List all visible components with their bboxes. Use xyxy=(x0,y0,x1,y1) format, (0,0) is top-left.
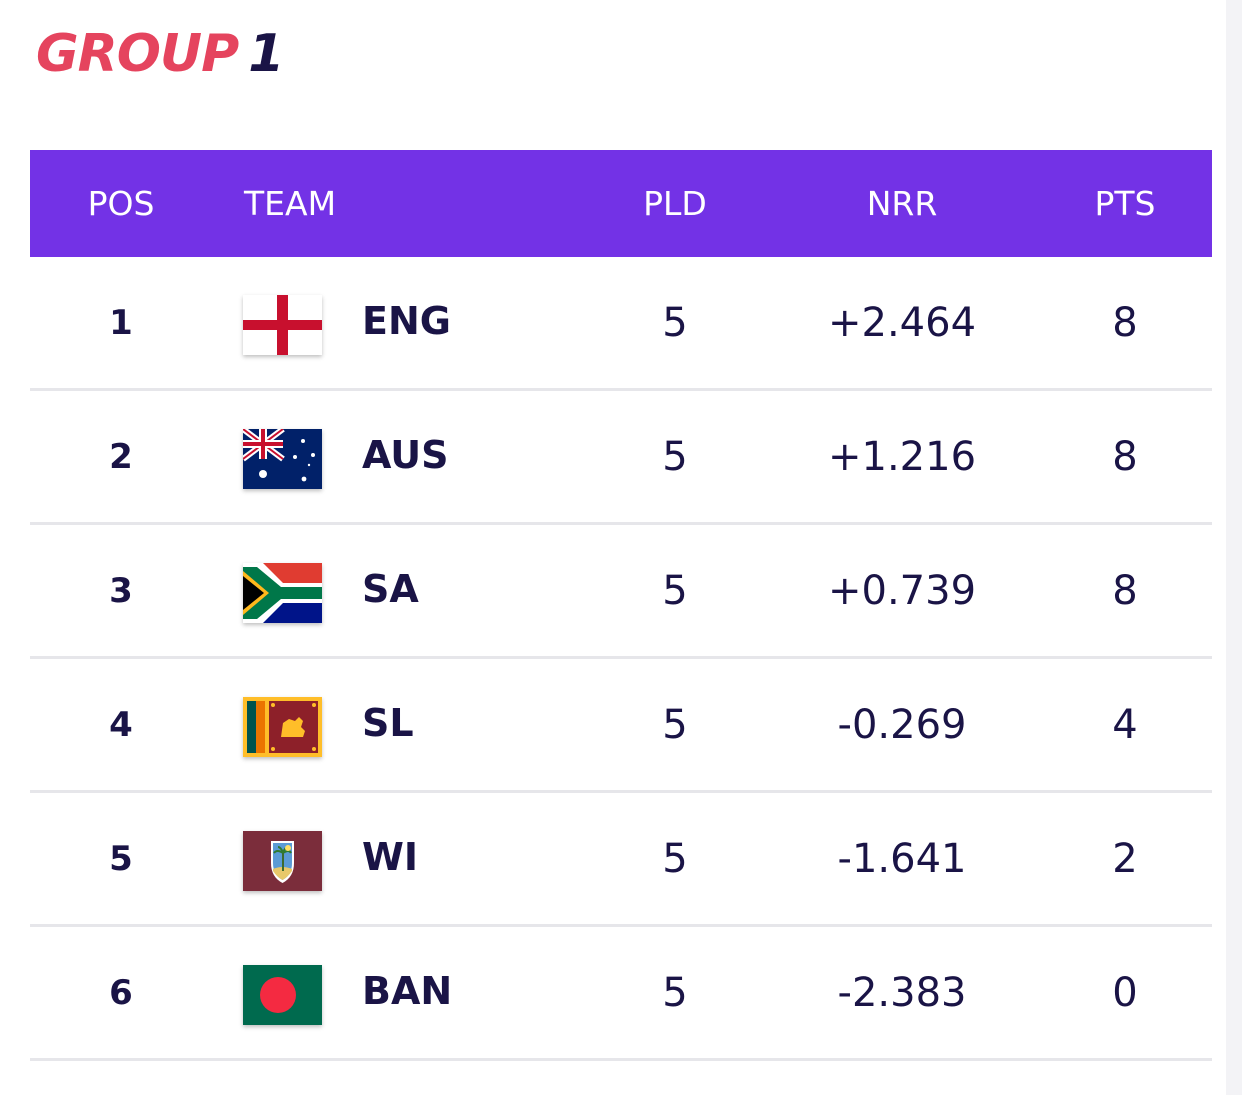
team-abbr[interactable]: WI xyxy=(362,835,419,879)
team-abbr[interactable]: ENG xyxy=(362,299,451,343)
nrr-value: -1.641 xyxy=(837,836,967,882)
group-title-number: 1 xyxy=(248,24,284,84)
points-value: 4 xyxy=(1112,702,1138,748)
nrr-value: -0.269 xyxy=(837,702,967,748)
england-flag-icon xyxy=(243,295,322,355)
bangladesh-flag-icon xyxy=(243,965,322,1025)
points-value: 8 xyxy=(1112,434,1138,480)
standings-table: POS TEAM PLD NRR PTS 1 ENG 5 +2.464 8 2 xyxy=(30,150,1212,1061)
points-value: 0 xyxy=(1112,970,1138,1016)
row-position: 6 xyxy=(109,973,133,1013)
team-abbr[interactable]: BAN xyxy=(362,969,453,1013)
nrr-value: +1.216 xyxy=(827,434,977,480)
south-africa-flag-icon xyxy=(243,563,322,623)
page-edge xyxy=(1226,0,1242,1095)
table-header: POS TEAM PLD NRR PTS xyxy=(30,150,1212,257)
nrr-value: -2.383 xyxy=(837,970,967,1016)
sri-lanka-flag-icon xyxy=(243,697,322,757)
table-row[interactable]: 3 SA 5 +0.739 8 xyxy=(30,525,1212,659)
group-title-word: GROUP xyxy=(36,24,239,84)
table-row[interactable]: 4 SL 5 -0.269 4 xyxy=(30,659,1212,793)
team-abbr[interactable]: SL xyxy=(362,701,414,745)
points-value: 8 xyxy=(1112,568,1138,614)
team-abbr[interactable]: SA xyxy=(362,567,419,611)
team-abbr[interactable]: AUS xyxy=(362,433,449,477)
points-value: 8 xyxy=(1112,300,1138,346)
table-row[interactable]: 2 AUS 5 +1.216 8 xyxy=(30,391,1212,525)
row-position: 5 xyxy=(109,839,133,879)
played-value: 5 xyxy=(662,970,688,1016)
row-position: 3 xyxy=(109,571,133,611)
row-position: 2 xyxy=(109,437,133,477)
row-position: 4 xyxy=(109,705,133,745)
table-row[interactable]: 5 WI 5 -1.641 2 xyxy=(30,793,1212,927)
played-value: 5 xyxy=(662,434,688,480)
west-indies-flag-icon xyxy=(243,831,322,891)
played-value: 5 xyxy=(662,568,688,614)
table-row[interactable]: 6 BAN 5 -2.383 0 xyxy=(30,927,1212,1061)
header-pos: POS xyxy=(87,184,155,223)
nrr-value: +2.464 xyxy=(827,300,977,346)
australia-flag-icon xyxy=(243,429,322,489)
group-title: GROUP 1 xyxy=(36,22,284,86)
nrr-value: +0.739 xyxy=(827,568,977,614)
points-value: 2 xyxy=(1112,836,1138,882)
table-row[interactable]: 1 ENG 5 +2.464 8 xyxy=(30,257,1212,391)
row-position: 1 xyxy=(109,303,133,343)
played-value: 5 xyxy=(662,300,688,346)
header-nrr: NRR xyxy=(866,184,938,223)
header-pts: PTS xyxy=(1094,184,1156,223)
header-team: TEAM xyxy=(244,184,337,223)
played-value: 5 xyxy=(662,836,688,882)
played-value: 5 xyxy=(662,702,688,748)
header-pld: PLD xyxy=(643,184,707,223)
